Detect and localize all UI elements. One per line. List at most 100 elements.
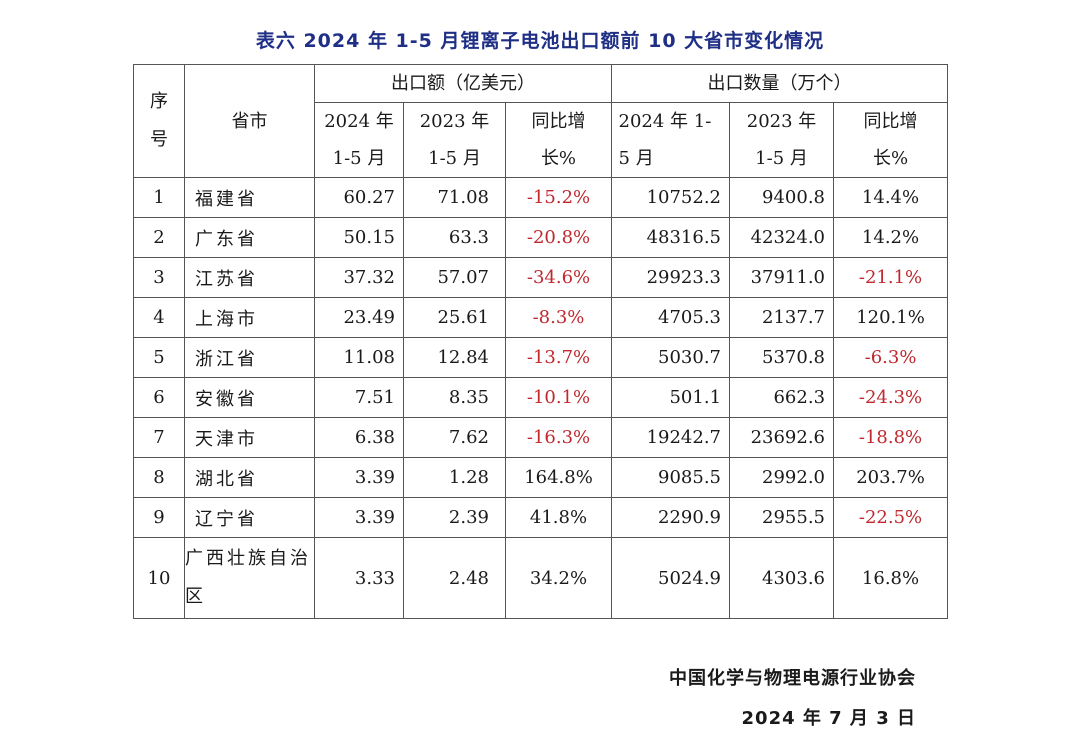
cell-vyoy: 41.8%: [504, 497, 613, 538]
cell-province: 广西壮族自治区: [184, 537, 315, 619]
cell-qyoy: -18.8%: [833, 417, 949, 458]
cell-qyoy: -6.3%: [833, 337, 949, 378]
cell-vyoy: -20.8%: [504, 217, 613, 258]
cell-v2023: 2.39: [403, 497, 506, 538]
cell-province: 福建省: [184, 177, 315, 218]
table-row: 8 湖北省 3.39 1.28 164.8% 9085.5 2992.0 203.7%: [133, 457, 949, 498]
cell-province: 浙江省: [184, 337, 315, 378]
cell-seq: 7: [133, 417, 185, 458]
cell-vyoy: -16.3%: [504, 417, 613, 458]
cell-v2024: 23.49: [314, 297, 404, 338]
table-row: 4 上海市 23.49 25.61 -8.3% 4705.3 2137.7 120.1%: [133, 297, 949, 338]
header-export-value: 出口额（亿美元）: [313, 64, 613, 103]
cell-seq: 4: [133, 297, 185, 338]
cell-qyoy: -21.1%: [833, 257, 949, 298]
cell-q2024: 5030.7: [611, 337, 731, 378]
cell-v2024: 7.51: [314, 377, 404, 418]
cell-q2023: 4303.6: [729, 537, 835, 619]
cell-seq: 1: [133, 177, 185, 218]
table-row: 6 安徽省 7.51 8.35 -10.1% 501.1 662.3 -24.3%: [133, 377, 949, 418]
table-title: 表六 2024 年 1-5 月锂离子电池出口额前 10 大省市变化情况: [255, 30, 825, 52]
cell-v2024: 11.08: [314, 337, 404, 378]
cell-q2023: 2137.7: [729, 297, 835, 338]
cell-seq: 9: [133, 497, 185, 538]
cell-q2023: 2955.5: [729, 497, 835, 538]
cell-vyoy: -10.1%: [504, 377, 613, 418]
cell-qyoy: -22.5%: [833, 497, 949, 538]
cell-seq: 6: [133, 377, 185, 418]
cell-v2024: 60.27: [314, 177, 404, 218]
cell-seq: 3: [133, 257, 185, 298]
cell-q2024: 29923.3: [611, 257, 731, 298]
cell-v2024: 50.15: [314, 217, 404, 258]
cell-q2023: 5370.8: [729, 337, 835, 378]
footer-org: 中国化学与物理电源行业协会: [669, 668, 916, 689]
cell-q2024: 501.1: [611, 377, 731, 418]
cell-province: 广东省: [184, 217, 315, 258]
header-value-2023: 2023 年 1-5 月: [403, 102, 506, 178]
cell-province: 辽宁省: [184, 497, 315, 538]
cell-vyoy: 164.8%: [504, 457, 613, 498]
header-qty-yoy: 同比增长%: [833, 102, 949, 178]
table-body: 1 福建省 60.27 71.08 -15.2% 10752.2 9400.8 14.4% 2 广…: [133, 177, 949, 619]
table-row: 7 天津市 6.38 7.62 -16.3% 19242.7 23692.6 -18.8%: [133, 417, 949, 458]
cell-v2024: 37.32: [314, 257, 404, 298]
cell-province: 安徽省: [184, 377, 315, 418]
cell-q2024: 4705.3: [611, 297, 731, 338]
cell-province: 天津市: [184, 417, 315, 458]
header-province: 省市: [184, 64, 315, 178]
cell-seq: 2: [133, 217, 185, 258]
cell-qyoy: 203.7%: [833, 457, 949, 498]
cell-qyoy: 14.2%: [833, 217, 949, 258]
table-row: 9 辽宁省 3.39 2.39 41.8% 2290.9 2955.5 -22.5%: [133, 497, 949, 538]
cell-v2023: 57.07: [403, 257, 506, 298]
cell-vyoy: -13.7%: [504, 337, 613, 378]
export-table: 序号 省市 出口额（亿美元） 出口数量（万个） 2024 年 1-5 月 202…: [133, 64, 949, 619]
cell-q2023: 23692.6: [729, 417, 835, 458]
cell-q2023: 9400.8: [729, 177, 835, 218]
cell-v2023: 25.61: [403, 297, 506, 338]
table-row: 5 浙江省 11.08 12.84 -13.7% 5030.7 5370.8 -6.3%: [133, 337, 949, 378]
cell-seq: 5: [133, 337, 185, 378]
header-qty-2023: 2023 年 1-5 月: [729, 102, 835, 178]
header-qty-2024: 2024 年 1-5 月: [611, 102, 731, 178]
cell-q2024: 5024.9: [611, 537, 731, 619]
cell-q2024: 19242.7: [611, 417, 731, 458]
cell-v2023: 71.08: [403, 177, 506, 218]
table-row: 3 江苏省 37.32 57.07 -34.6% 29923.3 37911.0 -21.1%: [133, 257, 949, 298]
cell-qyoy: -24.3%: [833, 377, 949, 418]
cell-v2024: 3.39: [314, 457, 404, 498]
cell-vyoy: -8.3%: [504, 297, 613, 338]
cell-v2023: 1.28: [403, 457, 506, 498]
table-row: 10 广西壮族自治区 3.33 2.48 34.2% 5024.9 4303.6 16.8%: [133, 537, 949, 619]
cell-qyoy: 16.8%: [833, 537, 949, 619]
cell-v2023: 12.84: [403, 337, 506, 378]
cell-q2024: 10752.2: [611, 177, 731, 218]
cell-province: 湖北省: [184, 457, 315, 498]
cell-qyoy: 120.1%: [833, 297, 949, 338]
cell-q2023: 37911.0: [729, 257, 835, 298]
header-seq: 序号: [133, 64, 185, 178]
cell-vyoy: 34.2%: [504, 537, 613, 619]
header-export-qty: 出口数量（万个）: [611, 64, 949, 103]
cell-vyoy: -15.2%: [504, 177, 613, 218]
cell-v2023: 2.48: [403, 537, 506, 619]
cell-q2024: 2290.9: [611, 497, 731, 538]
header-value-2024: 2024 年 1-5 月: [314, 102, 404, 178]
cell-v2024: 3.33: [314, 537, 404, 619]
cell-seq: 10: [133, 537, 185, 619]
cell-q2023: 2992.0: [729, 457, 835, 498]
table-row: 1 福建省 60.27 71.08 -15.2% 10752.2 9400.8 14.4%: [133, 177, 949, 218]
cell-vyoy: -34.6%: [504, 257, 613, 298]
cell-v2023: 7.62: [403, 417, 506, 458]
cell-province: 江苏省: [184, 257, 315, 298]
cell-q2024: 9085.5: [611, 457, 731, 498]
cell-province: 上海市: [184, 297, 315, 338]
header-value-yoy: 同比增长%: [504, 102, 613, 178]
cell-v2023: 8.35: [403, 377, 506, 418]
cell-q2024: 48316.5: [611, 217, 731, 258]
cell-qyoy: 14.4%: [833, 177, 949, 218]
cell-q2023: 42324.0: [729, 217, 835, 258]
cell-seq: 8: [133, 457, 185, 498]
cell-v2024: 6.38: [314, 417, 404, 458]
